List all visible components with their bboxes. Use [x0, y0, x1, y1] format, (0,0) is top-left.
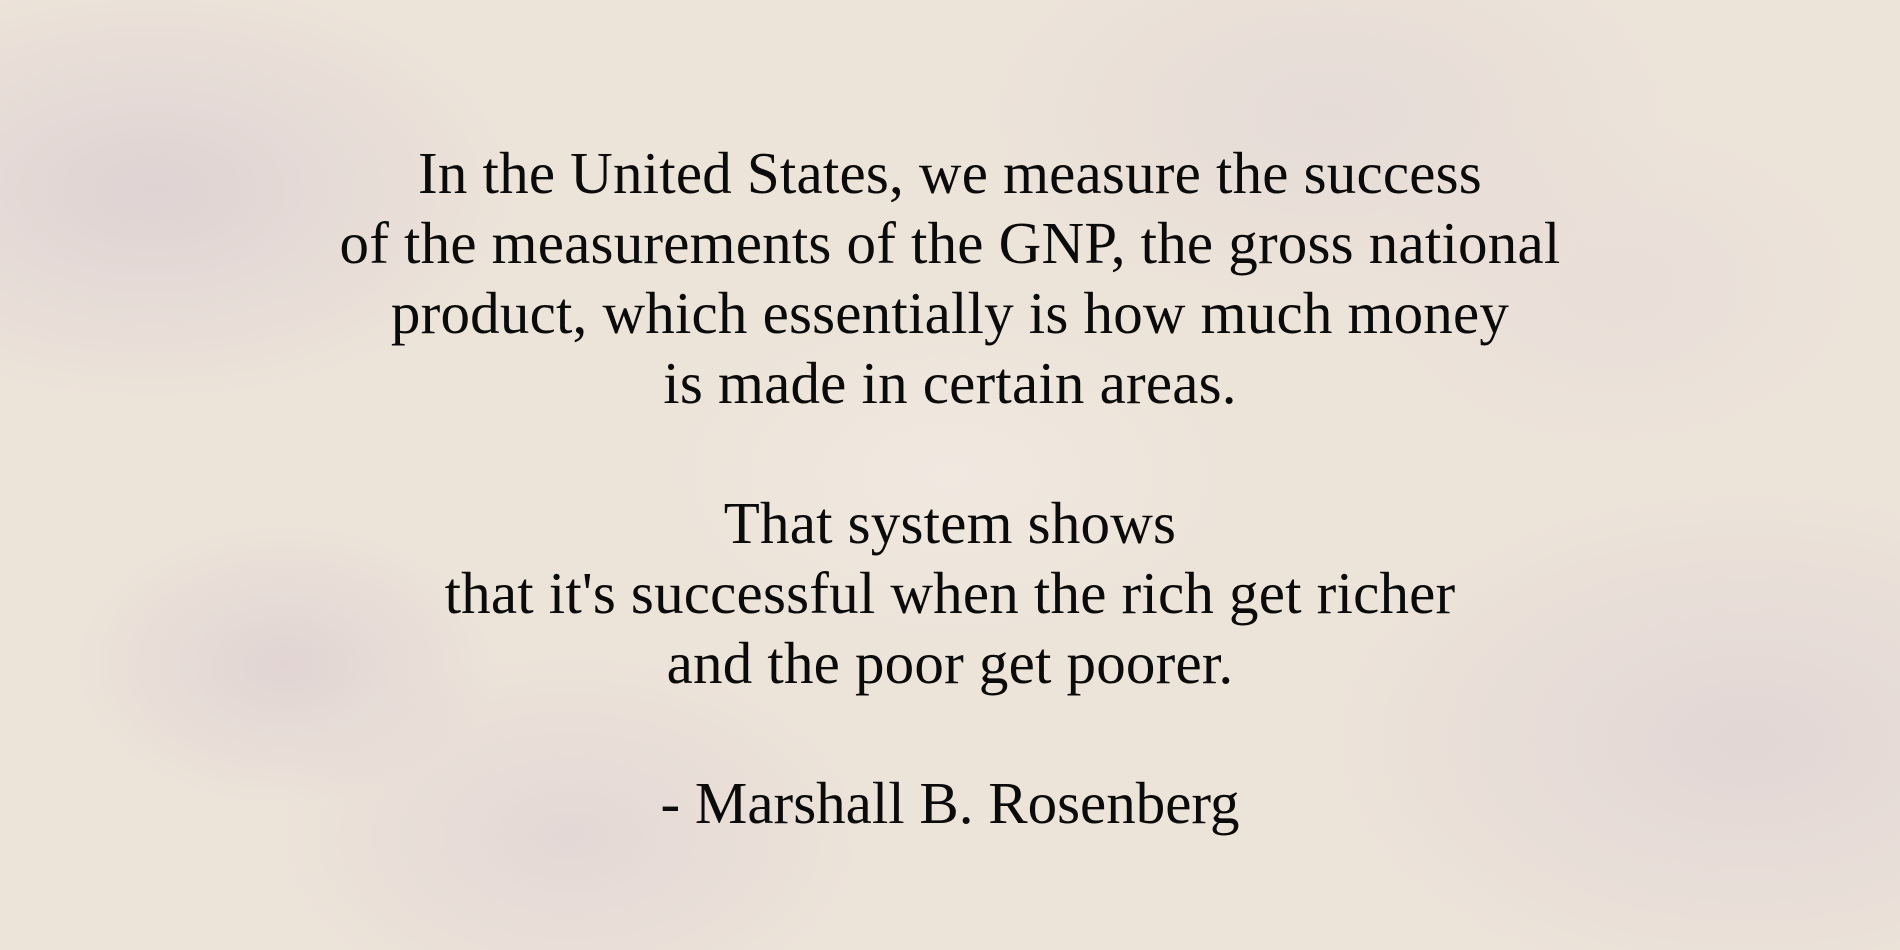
quote-line: In the United States, we measure the suc…	[418, 140, 1482, 206]
quote-paragraph-2: That system shows that it's successful w…	[0, 488, 1900, 698]
quote-line: is made in certain areas.	[663, 350, 1237, 416]
quote-line: and the poor get poorer.	[666, 630, 1234, 696]
quote-block: In the United States, we measure the suc…	[0, 138, 1900, 838]
quote-attribution: - Marshall B. Rosenberg	[660, 770, 1240, 836]
quote-paragraph-1: In the United States, we measure the suc…	[0, 138, 1900, 418]
paragraph-spacer	[0, 418, 1900, 488]
quote-line: That system shows	[723, 490, 1177, 556]
quote-line: of the measurements of the GNP, the gros…	[339, 210, 1561, 276]
quote-line: product, which essentially is how much m…	[390, 280, 1510, 346]
quote-line: that it's successful when the rich get r…	[444, 560, 1456, 626]
paragraph-spacer	[0, 698, 1900, 768]
